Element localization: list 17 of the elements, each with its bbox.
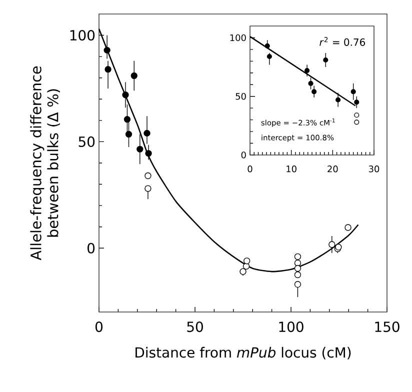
y-tick-label: 50: [78, 136, 95, 147]
x-tick-label: 150: [375, 322, 400, 332]
x-tick-label: 0: [248, 166, 252, 172]
y-tick-label: 50: [236, 92, 246, 100]
x-tick-label: 100: [279, 322, 304, 332]
x-axis-title: Distance from mPub locus (cM): [136, 346, 351, 360]
y-tick-label: 0: [88, 242, 95, 254]
x-tick-label: 30: [368, 166, 380, 172]
y-tick-label: 100: [230, 34, 246, 42]
x-tick-label: 10: [286, 166, 296, 172]
y-tick-label: 0: [241, 152, 246, 158]
x-tick-label: 0: [95, 322, 103, 332]
y-tick-label: 100: [70, 30, 95, 41]
y-axis-title: Allele-frequency difference between bulks (Δ %): [30, 66, 60, 260]
annotation: r$^{2}$ = 0.76: [320, 37, 366, 46]
x-tick-label: 50: [187, 322, 203, 332]
x-tick-label: 20: [328, 166, 338, 172]
